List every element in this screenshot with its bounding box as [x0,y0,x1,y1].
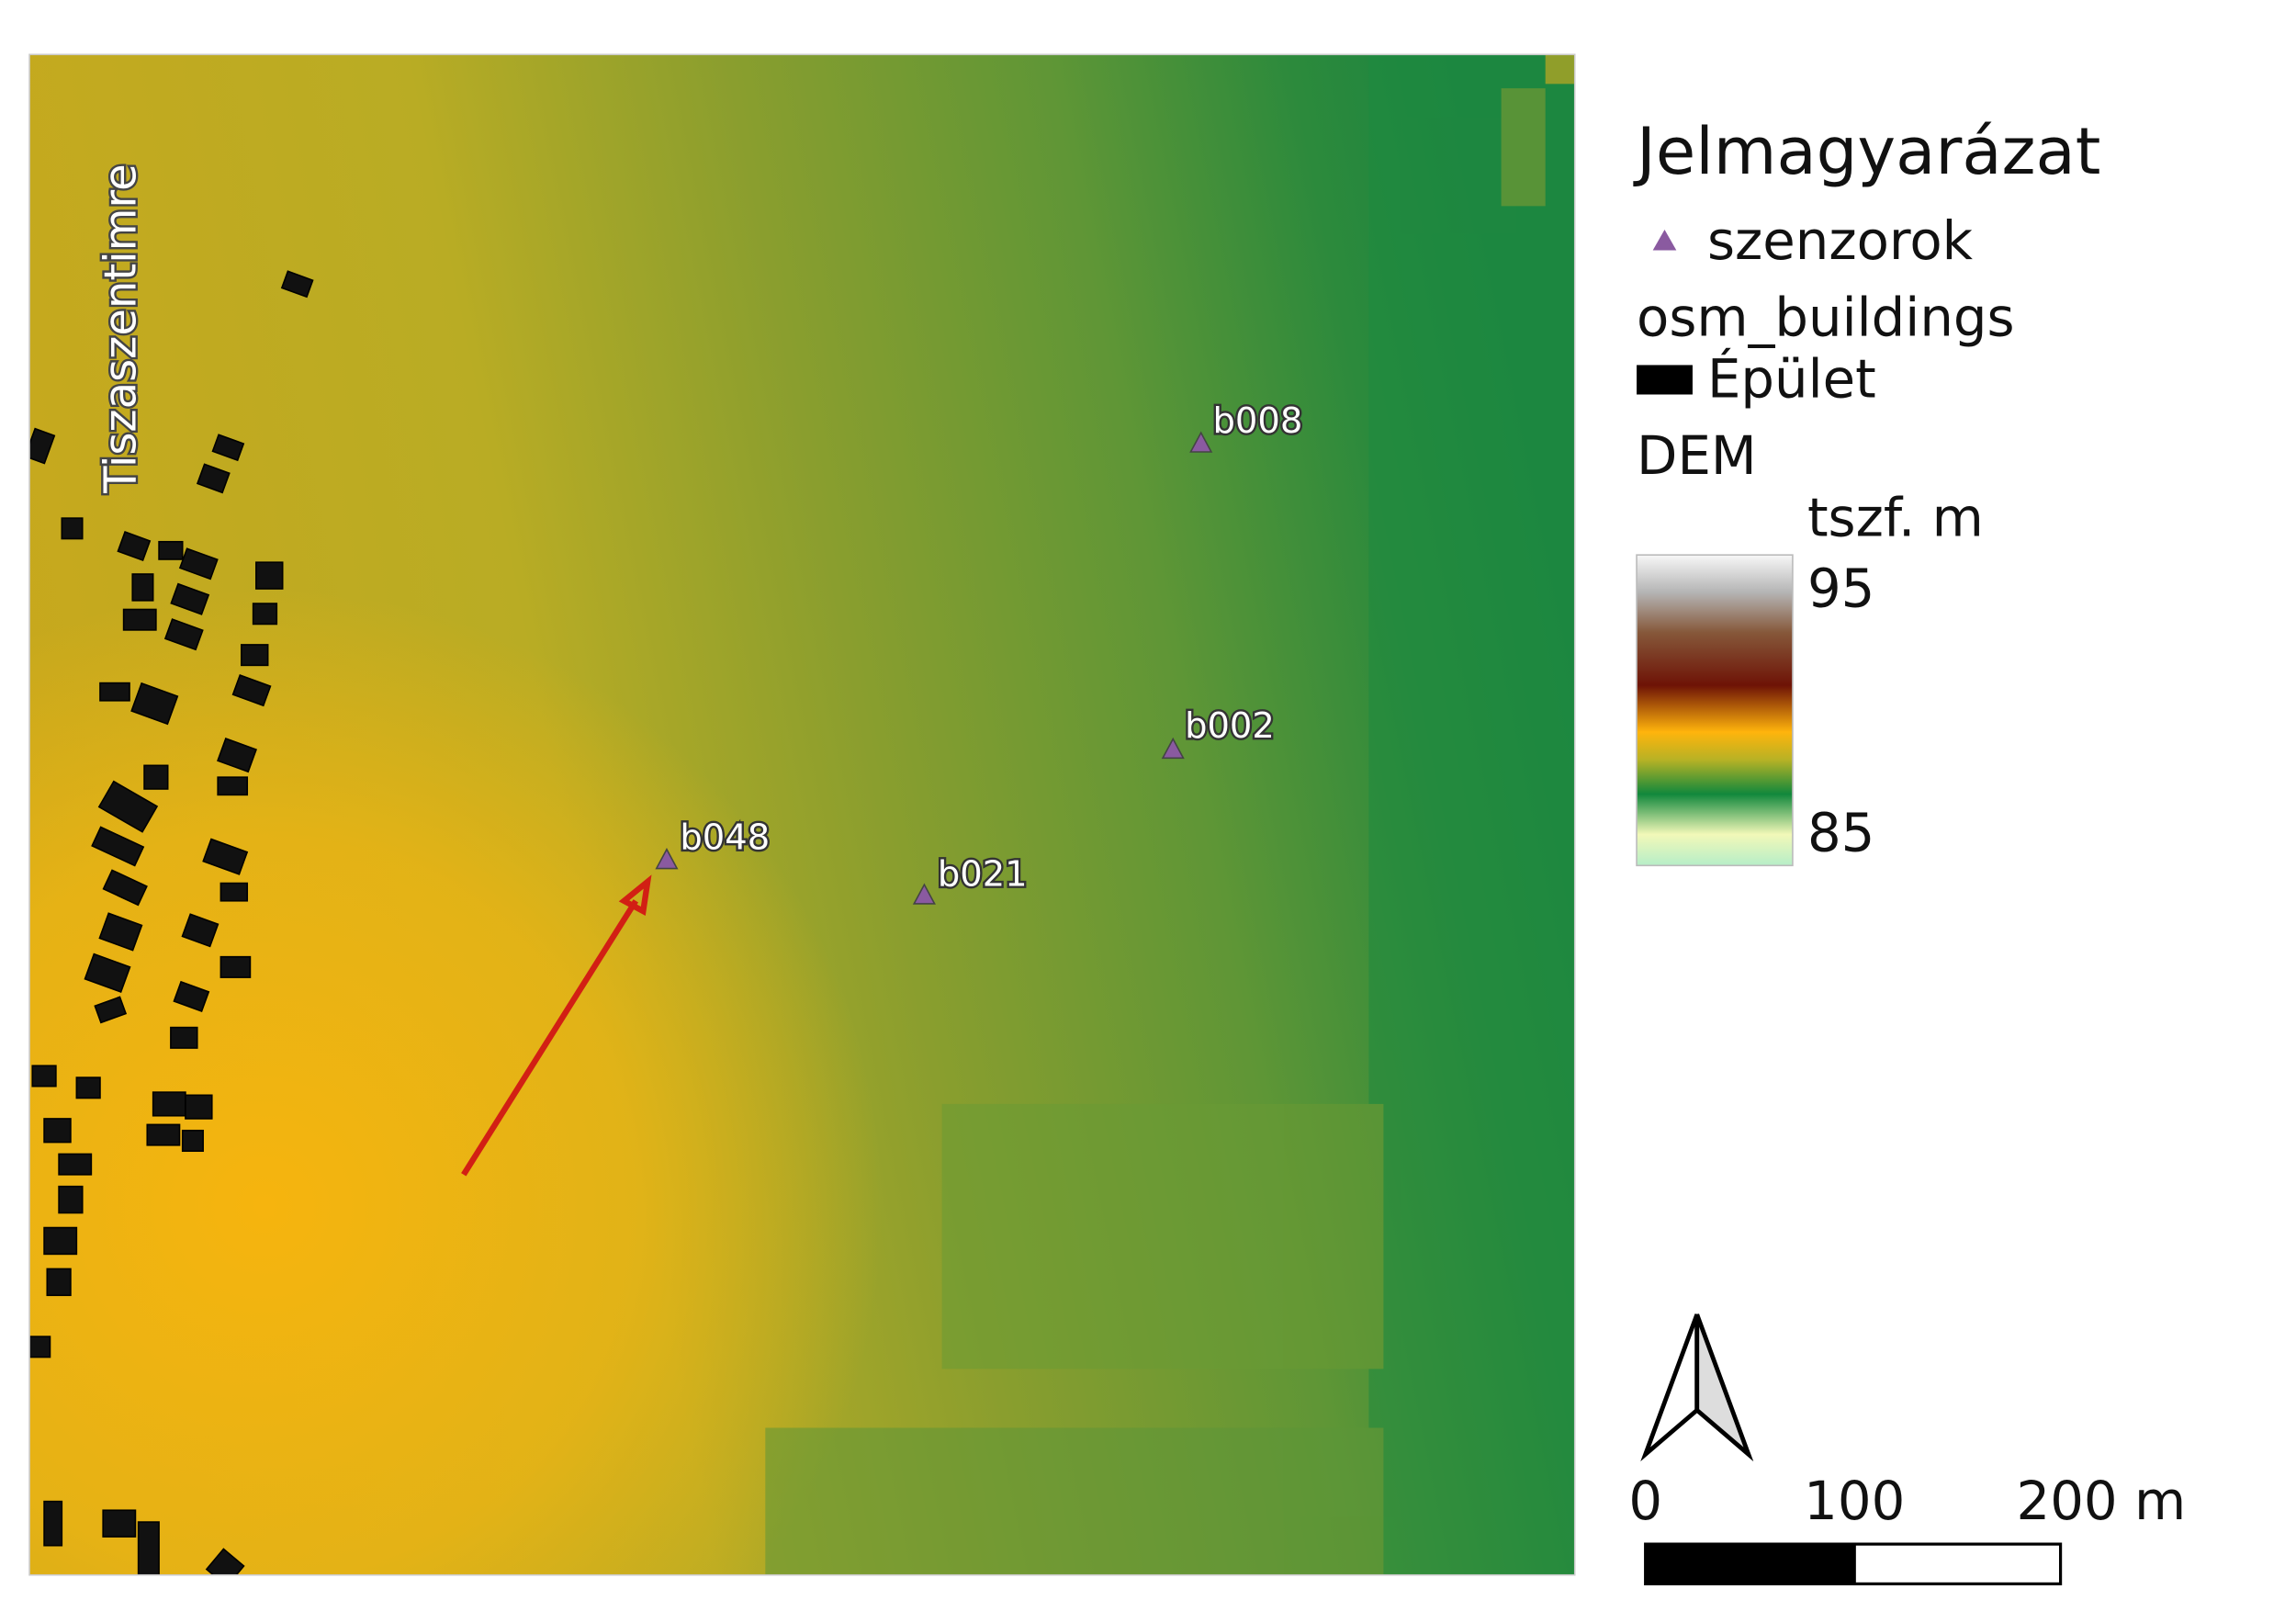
place-label: Tiszaszentimre [95,163,146,494]
arrow-head [618,874,652,916]
sensor [912,883,936,905]
map-frame [29,54,1575,1575]
legend-item: tszf. m [1807,486,1984,548]
ramp-label: 85 [1807,801,1874,863]
sensor [1189,431,1213,453]
sensor [655,847,679,870]
legend: Jelmagyarázat szenzorok osm_buildings Ép… [1633,114,2100,867]
sensor-label: b008 [1213,400,1303,442]
sensor [1161,737,1185,760]
ramp-label: 95 [1807,557,1874,619]
legend-symbol [1652,230,1677,251]
legend-item: Épület [1707,348,1876,411]
legend-item: DEM [1637,424,1757,487]
legend-item: osm_buildings [1637,286,2015,348]
map-border [28,53,1576,1576]
sensor-label: b002 [1185,705,1275,747]
scale-label: 0 [1628,1470,1662,1532]
scale-label: 200 m [2017,1470,2187,1532]
legend-symbol [1637,365,1693,395]
sensors: b008 b002 b048 b021 [655,399,1305,905]
arrow [461,899,639,1177]
north-arrow [1640,1313,1754,1462]
sensor-label: b021 [938,854,1028,896]
sensor-label: b048 [680,817,770,859]
legend-title: Jelmagyarázat [1633,114,2100,189]
color-ramp [1636,554,1794,867]
dem-raster [765,54,1575,1575]
scale-label: 100 [1804,1470,1905,1532]
buildings [29,270,314,1575]
scale-bar: 0 100 200 m [1628,1470,2187,1585]
legend-item: szenzorok [1707,209,1974,272]
